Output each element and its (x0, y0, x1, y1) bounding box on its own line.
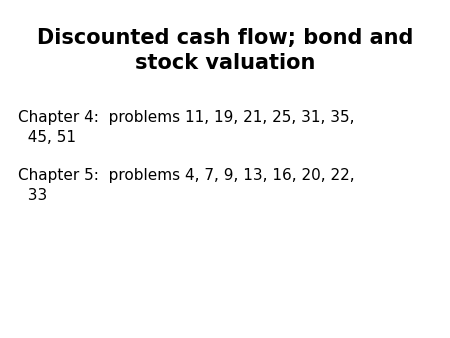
Text: Discounted cash flow; bond and
stock valuation: Discounted cash flow; bond and stock val… (37, 28, 413, 73)
Text: Chapter 4:  problems 11, 19, 21, 25, 31, 35,
  45, 51: Chapter 4: problems 11, 19, 21, 25, 31, … (18, 110, 355, 145)
Text: Chapter 5:  problems 4, 7, 9, 13, 16, 20, 22,
  33: Chapter 5: problems 4, 7, 9, 13, 16, 20,… (18, 168, 355, 203)
